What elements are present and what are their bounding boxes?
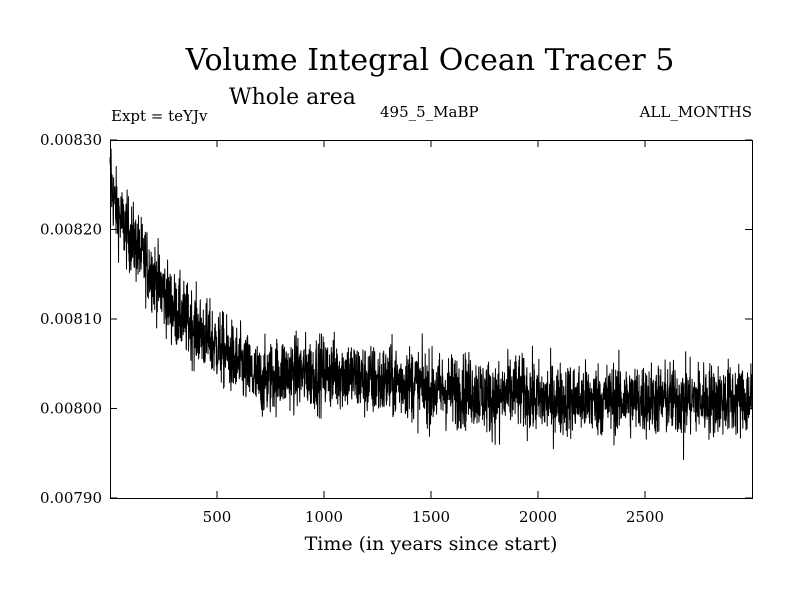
y-tick-label: 0.00810 xyxy=(40,310,102,328)
x-tick-label: 2500 xyxy=(626,508,664,526)
x-axis-label: Time (in years since start) xyxy=(305,533,558,555)
plot-frame xyxy=(110,140,753,499)
y-tick-label: 0.00830 xyxy=(40,131,102,149)
x-tick-label: 500 xyxy=(203,508,232,526)
run-label: 495_5_MaBP xyxy=(380,103,479,121)
x-tick-label: 1500 xyxy=(412,508,450,526)
y-tick-label: 0.00790 xyxy=(40,489,102,507)
y-tick-label: 0.00820 xyxy=(40,221,102,239)
y-tick-label: 0.00800 xyxy=(40,400,102,418)
chart-title: Volume Integral Ocean Tracer 5 xyxy=(185,43,675,78)
experiment-label: Expt = teYJv xyxy=(111,107,208,125)
chart-subtitle: Whole area xyxy=(229,85,356,110)
tick-layer: 500 1000 1500 2000 2500 0.00790 0.00800 0.00810… xyxy=(40,131,752,526)
series-layer xyxy=(109,148,753,461)
x-tick-label: 2000 xyxy=(519,508,557,526)
x-tick-label: 1000 xyxy=(305,508,343,526)
period-label: ALL_MONTHS xyxy=(639,103,752,121)
series-line xyxy=(109,148,753,461)
